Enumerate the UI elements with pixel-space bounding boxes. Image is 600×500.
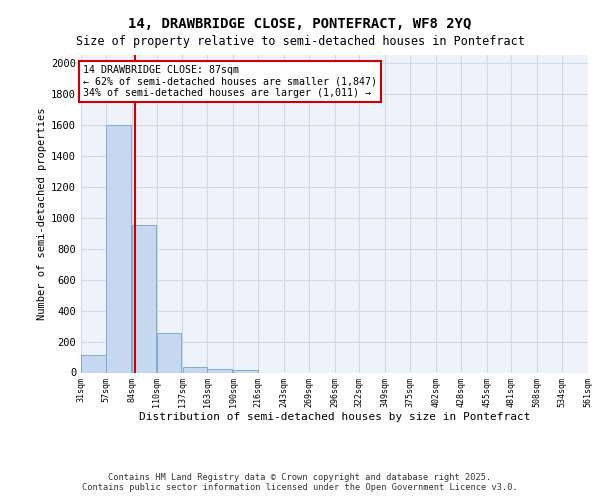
Y-axis label: Number of semi-detached properties: Number of semi-detached properties xyxy=(37,108,47,320)
Text: 14, DRAWBRIDGE CLOSE, PONTEFRACT, WF8 2YQ: 14, DRAWBRIDGE CLOSE, PONTEFRACT, WF8 2Y… xyxy=(128,18,472,32)
Bar xyxy=(182,367,207,372)
Bar xyxy=(81,356,106,372)
Bar xyxy=(106,124,131,372)
Bar xyxy=(208,370,232,372)
Text: Contains HM Land Registry data © Crown copyright and database right 2025.
Contai: Contains HM Land Registry data © Crown c… xyxy=(82,473,518,492)
Bar xyxy=(132,226,157,372)
Text: Size of property relative to semi-detached houses in Pontefract: Size of property relative to semi-detach… xyxy=(76,35,524,48)
Bar xyxy=(157,333,181,372)
X-axis label: Distribution of semi-detached houses by size in Pontefract: Distribution of semi-detached houses by … xyxy=(139,412,530,422)
Bar xyxy=(233,370,258,372)
Text: 14 DRAWBRIDGE CLOSE: 87sqm
← 62% of semi-detached houses are smaller (1,847)
34%: 14 DRAWBRIDGE CLOSE: 87sqm ← 62% of semi… xyxy=(83,65,377,98)
